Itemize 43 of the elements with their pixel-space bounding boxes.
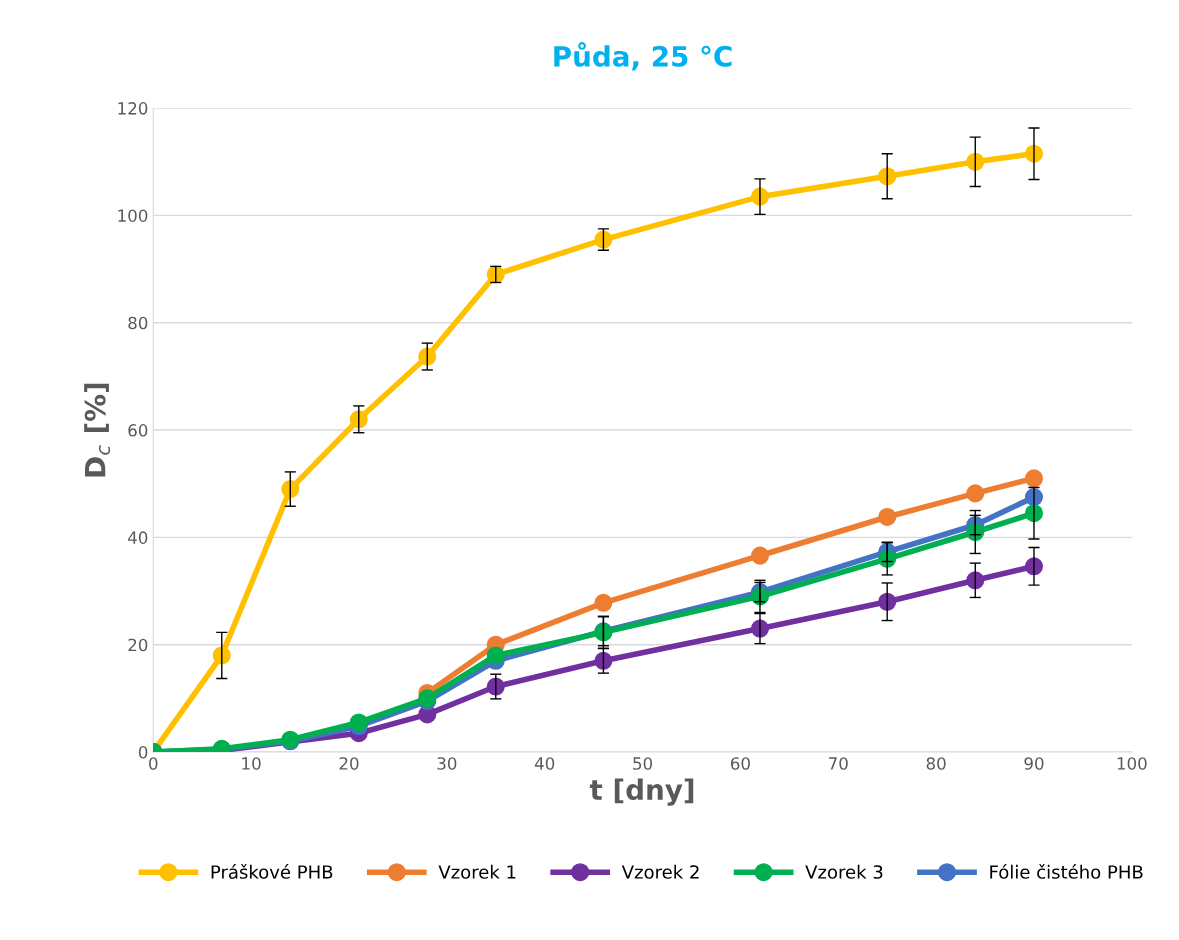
point — [349, 410, 368, 429]
y-tick-label: 40 — [128, 531, 148, 544]
point — [878, 507, 897, 527]
point — [1024, 469, 1044, 488]
chart-title: Půda, 25 °C — [554, 42, 732, 71]
point — [594, 651, 613, 670]
x-tick-label: 70 — [829, 757, 848, 770]
y-tick-label: 0 — [138, 745, 148, 759]
point — [212, 646, 231, 665]
x-axis-title: t [dny] — [589, 778, 694, 806]
point — [966, 152, 985, 171]
y-tick-label: 120 — [118, 102, 148, 115]
point — [878, 592, 897, 611]
y-tick-label: 80 — [128, 316, 148, 330]
legend-label: Vzorek 1 — [438, 864, 516, 879]
x-tick-label: 60 — [730, 757, 750, 770]
y-tick-label: 60 — [128, 424, 148, 437]
point — [966, 571, 985, 590]
point — [349, 713, 368, 732]
point — [418, 347, 437, 366]
x-tick-label: 50 — [633, 757, 653, 770]
x-tick-label: 90 — [1024, 757, 1044, 770]
point — [486, 677, 505, 696]
point — [486, 646, 505, 665]
legend-label: Fólie čistého PHB — [990, 864, 1143, 879]
x-tick-label: 10 — [242, 757, 261, 770]
x-tick-label: 100 — [1117, 757, 1147, 770]
legend-label: Vzorek 3 — [805, 864, 883, 879]
x-tick-label: 20 — [339, 757, 359, 770]
y-axis-title: D$_{c}$ [%] — [84, 383, 111, 477]
point — [594, 593, 613, 612]
legend-label: Vzorek 2 — [621, 864, 699, 879]
x-tick-label: 80 — [926, 757, 946, 770]
y-tick-label: 100 — [118, 209, 148, 222]
point — [966, 484, 985, 503]
x-tick-label: 30 — [437, 757, 457, 770]
x-tick-label: 0 — [149, 757, 158, 770]
point — [750, 546, 770, 565]
x-tick-label: 40 — [534, 757, 555, 770]
y-tick-label: 20 — [128, 638, 148, 652]
point — [878, 167, 897, 186]
legend-label: Práškové PHB — [211, 864, 333, 879]
point — [281, 480, 300, 499]
